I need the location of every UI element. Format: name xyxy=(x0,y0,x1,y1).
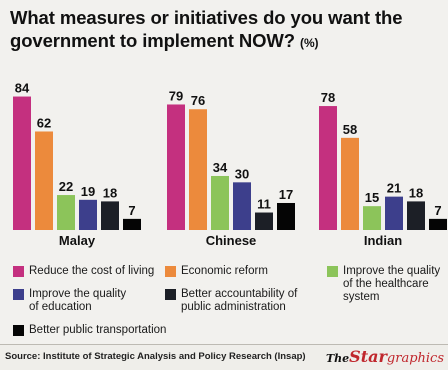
category-label-indian: Indian xyxy=(364,233,402,248)
data-label-indian-2: 58 xyxy=(343,122,357,137)
data-label-indian-5: 18 xyxy=(409,185,423,200)
data-label-malay-1: 84 xyxy=(15,81,30,96)
bar-chinese-2 xyxy=(189,109,207,230)
category-label-malay: Malay xyxy=(59,233,96,248)
bar-malay-5 xyxy=(101,201,119,230)
footer: Source: Institute of Strategic Analysis … xyxy=(0,344,448,370)
data-label-chinese-6: 17 xyxy=(279,187,293,202)
bar-indian-2 xyxy=(341,137,359,230)
bar-chinese-4 xyxy=(233,182,251,230)
bar-indian-5 xyxy=(407,201,425,230)
category-label-chinese: Chinese xyxy=(206,233,257,248)
data-label-chinese-3: 34 xyxy=(213,160,228,175)
chart-title-text: What measures or initiatives do you want… xyxy=(10,7,403,51)
chart-title-unit: (%) xyxy=(300,36,319,50)
data-label-malay-3: 22 xyxy=(59,179,73,194)
data-label-indian-3: 15 xyxy=(365,190,379,205)
bar-chinese-6 xyxy=(277,202,295,230)
bar-malay-1 xyxy=(13,96,31,231)
data-label-indian-1: 78 xyxy=(321,90,335,105)
bar-indian-4 xyxy=(385,196,403,230)
data-label-indian-4: 21 xyxy=(387,181,401,196)
brand-star: Star xyxy=(349,347,387,366)
source-note: Source: Institute of Strategic Analysis … xyxy=(5,351,306,362)
bar-malay-4 xyxy=(79,199,97,230)
data-label-chinese-5: 11 xyxy=(257,197,271,212)
bar-chinese-3 xyxy=(211,175,229,230)
bar-indian-1 xyxy=(319,106,337,230)
data-label-malay-2: 62 xyxy=(37,115,51,130)
brand-graphics: graphics xyxy=(386,351,444,366)
bar-indian-6 xyxy=(429,218,447,230)
chart-title: What measures or initiatives do you want… xyxy=(10,6,440,55)
brand-the: The xyxy=(325,352,350,365)
bar-malay-6 xyxy=(123,218,141,230)
data-label-malay-6: 7 xyxy=(128,203,135,218)
bar-chinese-5 xyxy=(255,212,273,230)
data-label-chinese-4: 30 xyxy=(235,166,249,181)
data-label-chinese-1: 79 xyxy=(169,88,183,103)
data-label-indian-6: 7 xyxy=(434,203,441,218)
bar-malay-2 xyxy=(35,131,53,230)
bar-indian-3 xyxy=(363,206,381,230)
brand-logo: TheStargraphics xyxy=(326,347,444,366)
data-label-malay-4: 19 xyxy=(81,184,95,199)
data-label-chinese-2: 76 xyxy=(191,93,205,108)
data-label-malay-5: 18 xyxy=(103,185,117,200)
bar-chinese-1 xyxy=(167,104,185,230)
bar-malay-3 xyxy=(57,195,75,230)
